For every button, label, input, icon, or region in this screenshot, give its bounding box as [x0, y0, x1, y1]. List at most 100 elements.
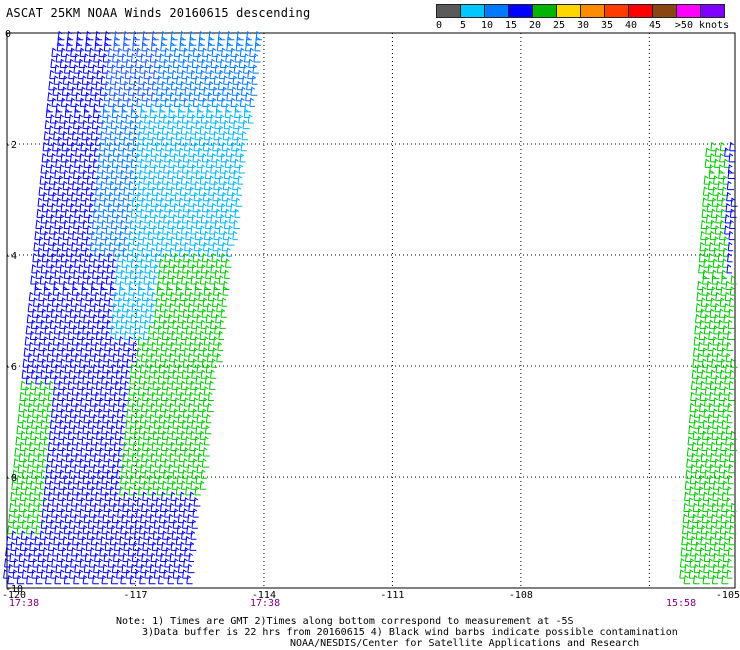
- wind-barb: [696, 291, 703, 302]
- wind-barb: [121, 158, 129, 168]
- wind-barb: [216, 247, 224, 257]
- wind-barb: [75, 502, 81, 512]
- wind-barb: [716, 508, 722, 518]
- wind-barb: [197, 352, 205, 363]
- wind-barb: [153, 419, 161, 429]
- wind-barb: [66, 136, 74, 146]
- wind-barb: [194, 230, 202, 241]
- wind-barb: [60, 358, 66, 368]
- wind-barb: [193, 191, 201, 202]
- wind-barb: [106, 519, 114, 529]
- wind-barb: [101, 474, 108, 485]
- wind-barb: [64, 158, 71, 168]
- wind-barb: [702, 186, 709, 196]
- wind-barb: [729, 208, 737, 218]
- wind-barb: [153, 114, 160, 124]
- wind-barb: [239, 47, 246, 57]
- wind-barb: [222, 86, 228, 96]
- wind-barb: [164, 202, 172, 213]
- wind-barb: [99, 547, 107, 557]
- wind-barb: [719, 153, 725, 163]
- wind-barb: [157, 169, 164, 179]
- wind-barb: [135, 153, 142, 163]
- wind-barb: [102, 463, 110, 474]
- wind-barb: [139, 269, 145, 279]
- wind-barb: [120, 574, 127, 585]
- wind-barb: [702, 430, 710, 440]
- wind-barb: [47, 136, 54, 146]
- wind-barb: [11, 480, 19, 490]
- wind-barb: [689, 474, 696, 485]
- wind-barb: [707, 264, 714, 274]
- wind-barb: [55, 463, 63, 474]
- wind-barb: [120, 424, 126, 435]
- wind-barb: [132, 186, 141, 196]
- wind-barb: [41, 153, 49, 163]
- wind-barb: [197, 42, 204, 52]
- wind-barb: [88, 58, 94, 68]
- wind-barb: [50, 164, 56, 174]
- colorbar-label: 40: [624, 20, 638, 31]
- wind-barb: [191, 164, 199, 174]
- wind-barb: [132, 291, 140, 302]
- wind-barb: [197, 247, 204, 257]
- wind-barb: [216, 352, 223, 363]
- wind-barb: [24, 386, 31, 396]
- wind-barb: [61, 86, 70, 96]
- wind-barb: [101, 219, 107, 229]
- wind-barb: [221, 297, 228, 307]
- wind-barb: [202, 447, 210, 457]
- wind-barb: [80, 191, 87, 202]
- wind-barb: [725, 436, 733, 446]
- wind-barb: [132, 36, 140, 46]
- wind-barb: [24, 336, 31, 346]
- wind-barb: [695, 302, 704, 313]
- wind-barb: [61, 347, 69, 357]
- wind-barb: [253, 53, 261, 63]
- wind-barb: [28, 552, 36, 562]
- wind-barb: [159, 53, 167, 63]
- wind-barb: [173, 408, 181, 418]
- wind-barb: [41, 308, 49, 318]
- colorbar-label: 20: [528, 20, 542, 31]
- wind-barb: [68, 319, 76, 329]
- wind-barb: [729, 297, 736, 307]
- wind-barb: [153, 469, 161, 479]
- wind-barb: [199, 275, 206, 285]
- wind-barb: [44, 219, 51, 229]
- wind-barb: [19, 491, 26, 501]
- wind-barb: [103, 452, 110, 463]
- wind-barb: [176, 424, 184, 435]
- wind-barb: [31, 569, 39, 579]
- wind-barb: [194, 386, 200, 396]
- wind-barb: [165, 141, 173, 152]
- wind-barb: [727, 558, 734, 568]
- wind-barb: [212, 191, 220, 202]
- wind-barb: [82, 474, 90, 485]
- wind-barb: [242, 119, 250, 130]
- wind-barb: [216, 42, 223, 52]
- wind-barb: [185, 535, 193, 546]
- wind-barb: [698, 252, 707, 263]
- wind-barb: [177, 363, 184, 374]
- wind-barb: [197, 402, 205, 413]
- y-tick-label: -4: [5, 251, 17, 262]
- wind-barb: [728, 380, 735, 390]
- wind-barb: [106, 114, 113, 124]
- wind-barb: [707, 497, 715, 507]
- wind-barb: [713, 325, 721, 335]
- wind-barb: [94, 36, 103, 46]
- wind-barb: [705, 447, 712, 457]
- wind-barb: [54, 269, 60, 279]
- wind-barb: [25, 325, 33, 335]
- colorbar-label: 30: [576, 20, 590, 31]
- wind-barb: [82, 269, 90, 279]
- wind-barb: [108, 297, 116, 307]
- wind-barb: [83, 463, 89, 474]
- wind-barb: [214, 325, 222, 335]
- wind-barb: [196, 208, 203, 218]
- wind-barb: [150, 452, 157, 463]
- wind-barb: [111, 363, 119, 374]
- wind-barb: [175, 286, 183, 296]
- wind-barb: [164, 408, 172, 418]
